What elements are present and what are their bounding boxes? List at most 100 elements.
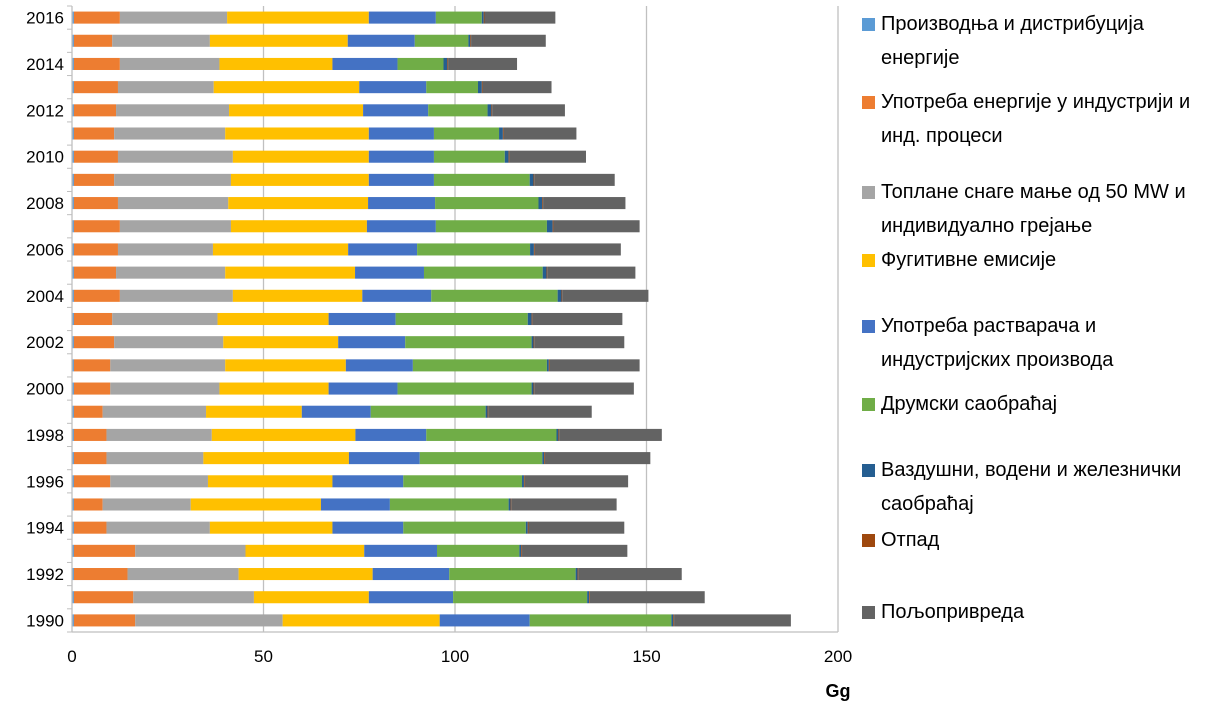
- bar-1992-series-7: [575, 568, 578, 581]
- bar-2002-series-7: [531, 336, 534, 349]
- bar-2013-series-7: [477, 81, 482, 94]
- bar-2016-series-7: [481, 11, 484, 24]
- bar-2016-series-1: [72, 11, 74, 24]
- legend-item-1: Производња и дистрибуција енергије: [862, 10, 1223, 75]
- bar-1999-series-2: [73, 405, 103, 418]
- legend-swatch: [862, 96, 875, 109]
- bar-2014-series-6: [397, 57, 444, 70]
- bar-2004-series-9: [562, 289, 649, 302]
- bar-1998-series-9: [559, 428, 662, 441]
- bar-1990-series-4: [282, 614, 440, 627]
- bar-2011-series-5: [368, 127, 434, 140]
- bar-2012-series-1: [72, 104, 74, 117]
- bar-2002-series-3: [114, 336, 224, 349]
- bar-1993-series-4: [245, 544, 365, 557]
- bar-2014-series-7: [443, 57, 448, 70]
- bar-1993-series-6: [436, 544, 520, 557]
- y-tick-label-1992: 1992: [26, 565, 64, 584]
- bar-2001-series-5: [345, 359, 413, 372]
- bar-2005-series-6: [423, 266, 543, 279]
- bar-2010-series-9: [509, 150, 586, 163]
- bar-1994-series-3: [106, 521, 210, 534]
- bar-1990-series-2: [73, 614, 136, 627]
- bar-2007-series-6: [435, 220, 547, 233]
- legend-item-3: Топлане снаге мање од 50 MW и индивидуал…: [862, 178, 1223, 243]
- bar-2015-series-8: [470, 34, 472, 47]
- bar-2001-series-4: [225, 359, 346, 372]
- legend-swatch: [862, 254, 875, 267]
- bar-2000-series-7: [531, 382, 534, 395]
- bar-2005-series-2: [73, 266, 117, 279]
- legend-label: Топлане снаге мање од 50 MW и индивидуал…: [881, 181, 1186, 237]
- bar-2011-series-8: [502, 127, 504, 140]
- bar-2006-series-2: [73, 243, 118, 256]
- bar-1996-series-7: [522, 475, 524, 488]
- bar-1992-series-4: [238, 568, 373, 581]
- bar-2005-series-5: [355, 266, 424, 279]
- bar-2000-series-2: [73, 382, 111, 395]
- bar-2016-series-2: [73, 11, 120, 24]
- bar-1996-series-8: [523, 475, 525, 488]
- bar-2007-series-3: [119, 220, 231, 233]
- bar-2003-series-9: [532, 312, 623, 326]
- bar-2009-series-7: [529, 173, 534, 186]
- bar-2009-series-1: [72, 173, 74, 186]
- x-tick-label-100: 100: [441, 647, 469, 666]
- bar-1995-series-3: [102, 498, 191, 511]
- bar-1999-series-7: [485, 405, 488, 418]
- legend-item-2: Употреба енергије у индустрији и инд. пр…: [862, 88, 1223, 153]
- bar-2002-series-4: [223, 336, 339, 349]
- legend-label: Пољопривреда: [881, 601, 1025, 623]
- bar-2001-series-2: [73, 359, 111, 372]
- bar-1992-series-2: [73, 568, 128, 581]
- y-tick-label-1994: 1994: [26, 519, 64, 538]
- bar-2016-series-8: [483, 11, 485, 24]
- bar-1993-series-7: [519, 544, 522, 557]
- bar-2002-series-9: [534, 336, 625, 349]
- bar-2004-series-8: [561, 289, 563, 302]
- x-tick-label-200: 200: [824, 647, 852, 666]
- bar-2004-series-4: [232, 289, 363, 302]
- bar-2012-series-2: [73, 104, 117, 117]
- bar-2007-series-2: [73, 220, 120, 233]
- bar-1995-series-9: [511, 498, 617, 511]
- bar-2014-series-9: [448, 57, 518, 70]
- bar-2011-series-6: [433, 127, 500, 140]
- bar-2007-series-1: [72, 220, 74, 233]
- bar-2015-series-1: [72, 34, 74, 47]
- bar-1999-series-1: [72, 405, 74, 418]
- legend-label: Употреба растварача и индустријских прои…: [881, 315, 1114, 371]
- bar-1997-series-5: [348, 452, 420, 465]
- bar-2006-series-8: [533, 243, 535, 256]
- bar-2004-series-5: [362, 289, 432, 302]
- bar-2014-series-1: [72, 57, 74, 70]
- bar-2010-series-2: [73, 150, 118, 163]
- bar-2015-series-6: [414, 34, 469, 47]
- bar-2006-series-9: [534, 243, 621, 256]
- bar-1995-series-2: [73, 498, 103, 511]
- chart-plot: 0 50 100 150 200 1990 1992 1994 1996 1998 2000 2002…: [26, 5, 852, 701]
- bar-2009-series-4: [230, 173, 369, 186]
- y-tick-label-1996: 1996: [26, 472, 64, 491]
- bar-2012-series-4: [229, 104, 364, 117]
- bar-2009-series-2: [73, 173, 115, 186]
- bar-2011-series-3: [114, 127, 226, 140]
- bar-2008-series-5: [368, 197, 436, 210]
- bar-1992-series-5: [372, 568, 450, 581]
- bar-2006-series-4: [212, 243, 349, 256]
- bar-2010-series-8: [508, 150, 510, 163]
- bar-2004-series-2: [73, 289, 120, 302]
- bar-2003-series-3: [112, 312, 218, 326]
- bar-2015-series-5: [347, 34, 415, 47]
- bar-1997-series-8: [544, 452, 546, 465]
- bar-1994-series-7: [525, 521, 528, 534]
- bar-2005-series-7: [542, 266, 547, 279]
- bar-1994-series-8: [527, 521, 529, 534]
- bar-2009-series-3: [114, 173, 231, 186]
- bar-2005-series-3: [116, 266, 226, 279]
- y-tick-label-2008: 2008: [26, 194, 64, 213]
- x-tick-label-0: 0: [67, 647, 76, 666]
- bar-1990-series-1: [72, 614, 74, 627]
- legend-item-9: Пољопривреда: [862, 598, 1223, 629]
- bar-2013-series-9: [482, 81, 552, 94]
